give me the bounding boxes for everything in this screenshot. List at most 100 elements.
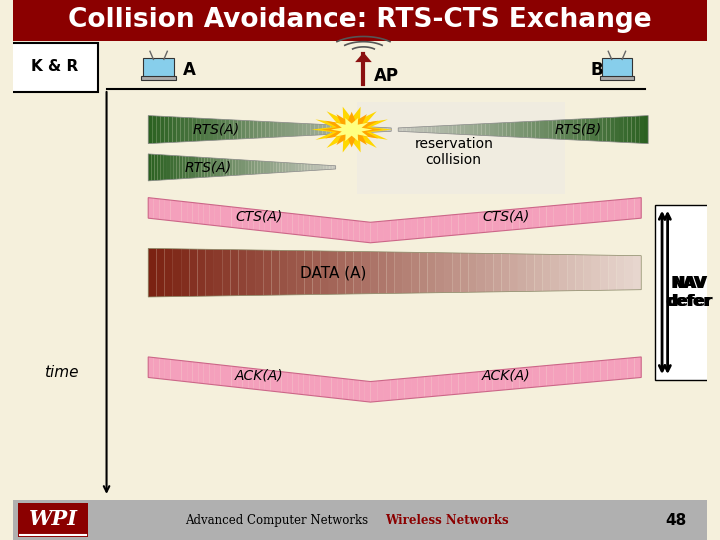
Polygon shape <box>315 216 320 237</box>
Polygon shape <box>167 155 170 180</box>
Polygon shape <box>176 117 181 142</box>
Text: ACK(A): ACK(A) <box>482 369 530 383</box>
Polygon shape <box>271 370 276 392</box>
Polygon shape <box>232 207 237 228</box>
Polygon shape <box>472 212 479 233</box>
Polygon shape <box>159 199 165 220</box>
Polygon shape <box>159 358 165 379</box>
Polygon shape <box>485 211 492 232</box>
Polygon shape <box>407 127 410 132</box>
Polygon shape <box>574 203 580 224</box>
Polygon shape <box>154 357 159 379</box>
Polygon shape <box>540 206 546 227</box>
Text: RTS(B): RTS(B) <box>554 123 602 137</box>
Polygon shape <box>315 375 320 396</box>
Polygon shape <box>273 162 276 173</box>
Polygon shape <box>258 121 261 138</box>
Polygon shape <box>557 120 561 139</box>
Polygon shape <box>534 254 543 291</box>
Polygon shape <box>161 116 164 143</box>
Polygon shape <box>215 364 220 386</box>
Polygon shape <box>377 380 384 401</box>
Polygon shape <box>582 119 585 140</box>
Polygon shape <box>411 377 418 399</box>
Polygon shape <box>354 380 359 401</box>
Polygon shape <box>204 363 210 384</box>
Polygon shape <box>287 373 292 394</box>
Polygon shape <box>226 366 232 387</box>
Polygon shape <box>330 125 335 134</box>
Polygon shape <box>186 156 189 179</box>
Polygon shape <box>270 122 274 138</box>
Polygon shape <box>278 122 282 137</box>
Polygon shape <box>387 252 395 293</box>
Polygon shape <box>359 221 365 242</box>
Polygon shape <box>168 117 173 143</box>
Polygon shape <box>523 122 527 138</box>
Polygon shape <box>469 253 477 292</box>
Polygon shape <box>383 127 387 132</box>
Polygon shape <box>290 123 294 137</box>
Polygon shape <box>553 364 560 386</box>
Polygon shape <box>378 252 387 294</box>
Polygon shape <box>164 117 168 143</box>
Polygon shape <box>567 204 574 225</box>
Polygon shape <box>473 124 477 135</box>
Polygon shape <box>465 373 472 394</box>
Polygon shape <box>226 159 230 176</box>
Polygon shape <box>608 200 614 221</box>
Polygon shape <box>292 373 298 394</box>
Polygon shape <box>259 369 265 390</box>
Text: AP: AP <box>374 66 399 85</box>
Polygon shape <box>560 364 567 385</box>
Polygon shape <box>561 120 565 139</box>
Polygon shape <box>189 157 192 178</box>
Polygon shape <box>310 215 315 237</box>
Text: NAV
defer: NAV defer <box>667 276 713 308</box>
Polygon shape <box>343 379 348 400</box>
Polygon shape <box>295 163 298 172</box>
Polygon shape <box>266 122 270 138</box>
Polygon shape <box>387 127 391 132</box>
Text: B: B <box>590 61 603 79</box>
Polygon shape <box>479 371 485 392</box>
Polygon shape <box>418 217 425 239</box>
Polygon shape <box>451 374 459 395</box>
Polygon shape <box>492 211 499 232</box>
Polygon shape <box>265 211 271 232</box>
Polygon shape <box>371 127 375 132</box>
Polygon shape <box>247 250 255 295</box>
Polygon shape <box>302 164 305 171</box>
Polygon shape <box>158 154 161 180</box>
Polygon shape <box>337 378 343 399</box>
Polygon shape <box>248 160 251 174</box>
Polygon shape <box>419 127 423 132</box>
Polygon shape <box>289 163 292 172</box>
Polygon shape <box>242 160 245 175</box>
Polygon shape <box>197 118 201 141</box>
Polygon shape <box>519 208 526 230</box>
Polygon shape <box>498 123 503 137</box>
Polygon shape <box>365 381 370 402</box>
Polygon shape <box>320 165 323 170</box>
Polygon shape <box>282 163 286 172</box>
Polygon shape <box>253 121 258 138</box>
Polygon shape <box>640 116 644 144</box>
Polygon shape <box>187 202 193 223</box>
Polygon shape <box>237 207 243 228</box>
Polygon shape <box>459 373 465 394</box>
Polygon shape <box>181 249 189 296</box>
Polygon shape <box>584 255 592 291</box>
Polygon shape <box>559 254 567 291</box>
Polygon shape <box>321 251 329 294</box>
Polygon shape <box>551 254 559 291</box>
Polygon shape <box>490 123 494 136</box>
Polygon shape <box>225 119 229 140</box>
Polygon shape <box>215 205 220 226</box>
Polygon shape <box>288 251 296 295</box>
Polygon shape <box>531 121 536 138</box>
Polygon shape <box>171 200 176 221</box>
Polygon shape <box>258 161 261 174</box>
FancyBboxPatch shape <box>13 500 707 540</box>
Polygon shape <box>320 217 326 238</box>
